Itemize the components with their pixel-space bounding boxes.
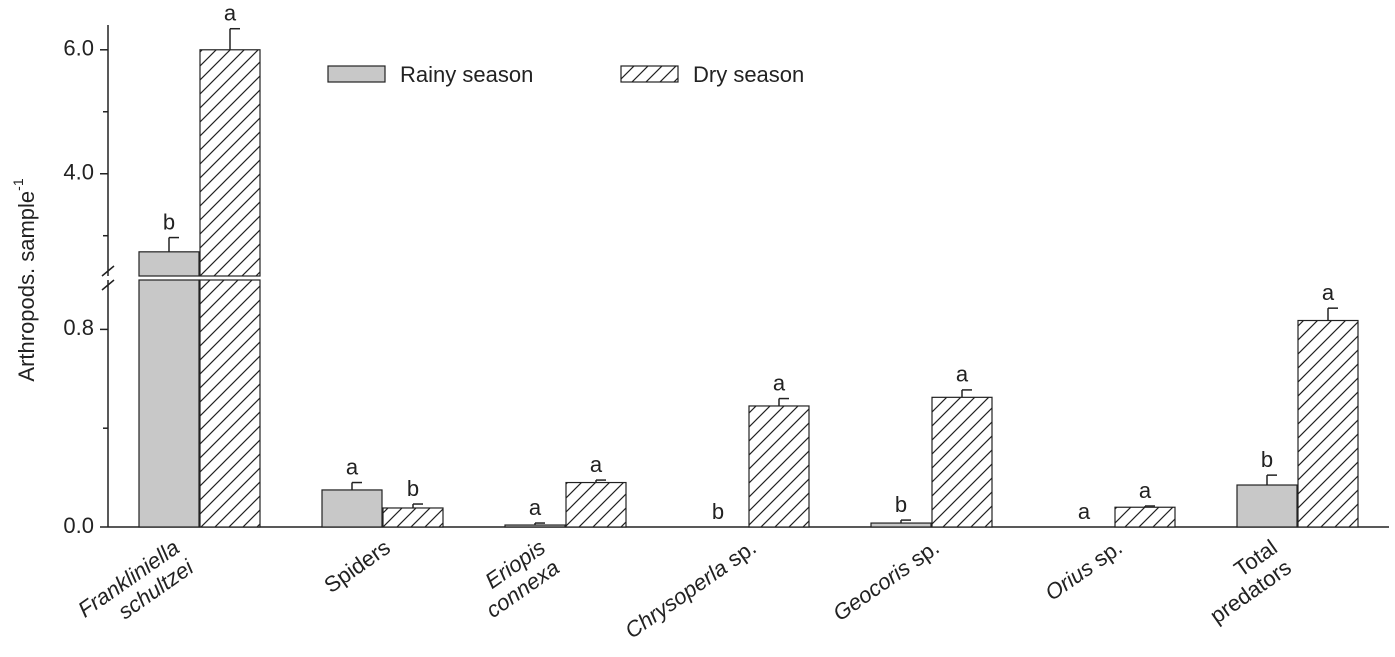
- significance-letter: a: [773, 370, 786, 395]
- legend-swatch: [620, 65, 679, 83]
- bar-lower-part: [199, 279, 261, 528]
- x-tick-label: Chrysoperla sp.: [620, 534, 761, 643]
- legend-swatch: [327, 65, 386, 83]
- axis-break-mark: [101, 265, 115, 277]
- legend-label: Dry season: [693, 62, 804, 87]
- y-tick-label: 0.0: [63, 513, 94, 538]
- significance-letter: a: [1139, 478, 1152, 503]
- significance-letter: a: [956, 362, 969, 387]
- bar: [199, 49, 261, 277]
- bar: [504, 524, 566, 528]
- significance-letter: a: [1078, 499, 1091, 524]
- significance-letter: a: [224, 1, 237, 26]
- significance-letter: b: [163, 209, 175, 234]
- bar: [565, 481, 627, 528]
- significance-letter: a: [346, 454, 359, 479]
- x-tick-label: Spiders: [319, 534, 394, 597]
- bar: [870, 522, 932, 528]
- bar: [1297, 319, 1359, 528]
- y-tick-label: 6.0: [63, 36, 94, 61]
- bar: [321, 489, 383, 528]
- axis-break-mark: [101, 279, 115, 291]
- bar: [1236, 484, 1298, 528]
- bar: [931, 396, 993, 528]
- significance-letter: b: [895, 492, 907, 517]
- bar: [138, 251, 200, 277]
- y-tick-label: 4.0: [63, 160, 94, 185]
- significance-letter: a: [529, 495, 542, 520]
- x-tick-label: Geocoris sp.: [828, 534, 944, 625]
- significance-letter: a: [590, 452, 603, 477]
- y-axis-title: Arthropods. sample-1: [10, 178, 39, 381]
- significance-letter: b: [712, 499, 724, 524]
- bar: [1114, 506, 1176, 528]
- significance-letter: a: [1322, 280, 1335, 305]
- bar-lower-part: [138, 279, 200, 528]
- legend-label: Rainy season: [400, 62, 533, 87]
- bar: [748, 405, 810, 528]
- x-tick-label: Orius sp.: [1040, 534, 1126, 605]
- significance-letter: b: [407, 476, 419, 501]
- y-tick-label: 0.8: [63, 315, 94, 340]
- significance-letter: b: [1261, 447, 1273, 472]
- bar: [382, 507, 444, 528]
